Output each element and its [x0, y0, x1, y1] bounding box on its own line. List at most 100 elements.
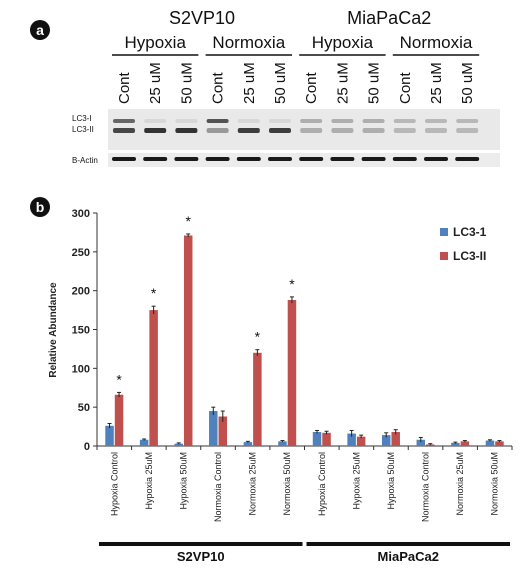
bar-lc3-1-5 [278, 441, 287, 446]
bar-lc3-ii-10 [460, 441, 470, 446]
lane-label: 50 uM [178, 62, 195, 104]
legend-label-1: LC3-II [453, 249, 486, 263]
significance-marker: * [255, 329, 261, 345]
lane-label: 50 uM [272, 62, 289, 104]
bar-lc3-1-3 [209, 411, 218, 446]
panel-b-letter: b [36, 199, 45, 215]
lane-label: 25 uM [334, 62, 351, 104]
bar-lc3-ii-5 [287, 299, 297, 446]
bar-lc3-1-2 [174, 443, 183, 446]
condition-header: Normoxia [212, 33, 285, 52]
condition-header: Hypoxia [312, 33, 374, 52]
actin-band [361, 157, 386, 161]
bar-lc3-1-1 [139, 439, 149, 446]
bar-lc3-1-6 [312, 432, 322, 446]
lc3-2-label: LC3-II [72, 125, 94, 134]
actin-band [174, 157, 199, 161]
lc3-2-band [237, 128, 260, 133]
actin-label: B-Actin [72, 156, 98, 165]
legend-label-0: LC3-1 [453, 225, 487, 239]
lc3-2-band [456, 128, 479, 133]
lc3-1-band [237, 119, 260, 123]
blot-headers: S2VP10 Hypoxia Normoxia MiaPaCa2 Hypoxia Norm… [112, 8, 480, 56]
significance-marker: * [185, 213, 191, 229]
category-label: Hypoxia 25uM [351, 452, 361, 510]
bar-lc3-1-9 [416, 439, 426, 446]
lc3-2-band [206, 128, 229, 133]
category-label: Hypoxia 25uM [144, 452, 154, 510]
category-label: Hypoxia Control [109, 452, 119, 516]
group-label: MiaPaCa2 [378, 549, 439, 564]
bar-lc3-ii-1 [149, 310, 158, 446]
actin-band [330, 157, 355, 161]
category-label: Hypoxia Control [317, 452, 327, 516]
group-label: S2VP10 [177, 549, 225, 564]
lc3-2-band [269, 128, 291, 133]
lane-label: 25 uM [428, 62, 445, 104]
lc3-1-band [425, 119, 447, 123]
actin-band [424, 157, 448, 161]
category-label: Normoxia 25uM [455, 452, 465, 516]
condition-header: Normoxia [400, 33, 473, 52]
bar-lc3-ii-6 [322, 432, 331, 446]
lc3-1-label: LC3-I [72, 114, 92, 123]
y-tick-label: 300 [72, 208, 90, 220]
lc3-2-band [144, 128, 167, 133]
lane-label: Cont [116, 71, 133, 104]
lane-label: 50 uM [366, 62, 383, 104]
chart-bars: * * * * * [105, 213, 504, 446]
panel-a-badge [30, 20, 50, 40]
actin-band [299, 157, 324, 161]
lc3-1-band [206, 119, 229, 123]
chart-axes: 0 50 100 150 200 250 300 [72, 208, 513, 453]
group-bracket [99, 542, 303, 546]
lc3-1-band [113, 119, 135, 123]
lc3-1-band [331, 119, 354, 123]
cell-line-header: S2VP10 [169, 8, 235, 28]
y-axis-label: Relative Abundance [48, 282, 59, 378]
lc3-2-band [331, 128, 354, 133]
legend: LC3-1 LC3-II [440, 225, 487, 263]
actin-band [455, 157, 480, 161]
bar-lc3-1-10 [451, 442, 460, 446]
lc3-2-band [393, 128, 416, 133]
panel-a-letter: a [36, 22, 44, 38]
y-tick-label: 150 [72, 325, 90, 337]
significance-marker: * [289, 276, 295, 292]
group-labels: S2VP10 MiaPaCa2 [99, 542, 510, 564]
panel-b-badge [30, 197, 50, 217]
bar-lc3-ii-2 [183, 235, 193, 446]
lc3-1-band [175, 119, 198, 123]
y-tick-label: 100 [72, 363, 90, 375]
actin-bands [112, 157, 480, 161]
lc3-1-band [456, 119, 479, 123]
category-label: Normoxia 25uM [248, 452, 258, 516]
group-bracket [306, 542, 510, 546]
lane-labels: Cont 25 uM 50 uM Cont 25 uM 50 uM Cont 25 uM 50 … [116, 62, 476, 104]
category-label: Normoxia 50uM [282, 452, 292, 516]
bar-lc3-1-4 [243, 442, 253, 446]
category-label: Normoxia Control [421, 452, 431, 522]
lc3-1-band [362, 119, 385, 123]
lane-label: Cont [397, 71, 414, 104]
bar-lc3-1-7 [347, 433, 356, 446]
category-label: Hypoxia 50uM [178, 452, 188, 510]
lc3-2-band [113, 128, 135, 133]
lane-label: 25 uM [147, 62, 164, 104]
bar-lc3-ii-8 [391, 432, 400, 446]
lc3-1-band [393, 119, 416, 123]
significance-marker: * [151, 285, 157, 301]
actin-band [112, 157, 136, 161]
y-tick-label: 250 [72, 247, 90, 259]
bar-lc3-ii-4 [253, 352, 262, 446]
y-tick-label: 50 [78, 402, 90, 414]
lc3-bands [113, 119, 479, 133]
lc3-2-band [425, 128, 447, 133]
lc3-1-band [269, 119, 291, 123]
cell-line-header: MiaPaCa2 [347, 8, 431, 28]
legend-swatch-0 [440, 228, 448, 236]
lane-label: Cont [303, 71, 320, 104]
actin-band [205, 157, 230, 161]
lc3-1-band [300, 119, 323, 123]
